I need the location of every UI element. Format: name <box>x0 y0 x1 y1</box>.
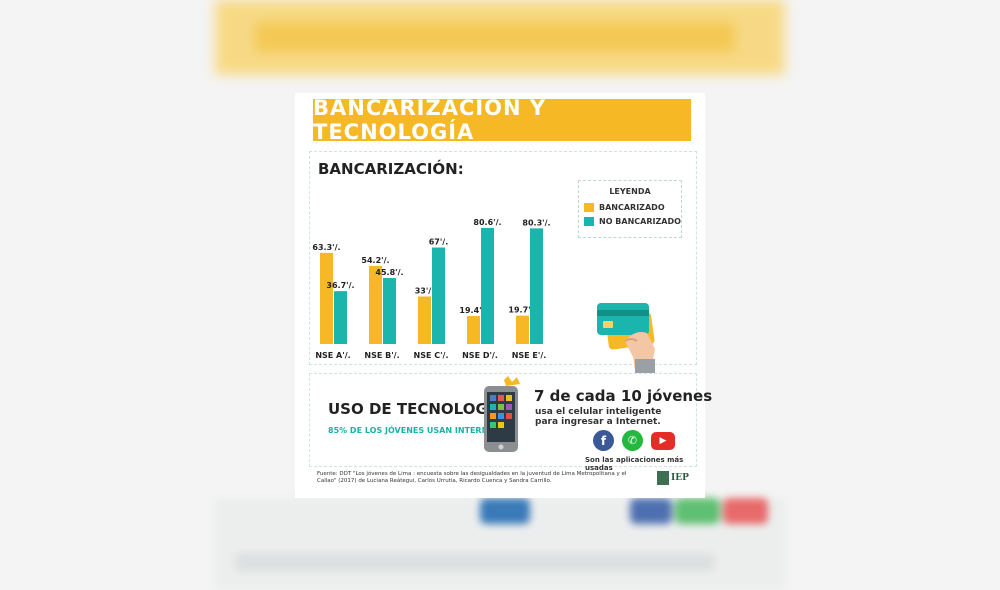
bar-no-bancarizado <box>383 278 396 344</box>
technology-panel: USO DE TECNOLOGÍA 85% DE LOS JÓVENES USA… <box>309 373 712 472</box>
smartphone-stat: 7 de cada 10 jóvenes <box>534 387 713 405</box>
technology-title: USO DE TECNOLOGÍA <box>328 400 505 418</box>
iep-logo: IEP <box>657 469 695 487</box>
title-banner: BANCARIZACIÓN Y TECNOLOGÍA <box>313 96 691 144</box>
apps-caption: Son las aplicaciones más usadas <box>585 456 684 472</box>
data-label: 67'/. <box>429 238 449 247</box>
data-label: 80.6'/. <box>473 218 501 227</box>
legend-item-no-bancarizado: NO BANCARIZADO <box>584 217 681 226</box>
chart-legend: LEYENDA BANCARIZADO NO BANCARIZADO <box>578 180 682 238</box>
blurred-background-footer <box>215 498 785 590</box>
bar-bancarizado <box>516 315 529 344</box>
logo-mark <box>657 471 669 485</box>
facebook-icon: f <box>593 430 614 451</box>
smartphone-icon <box>484 376 520 452</box>
bar-bancarizado <box>467 316 480 344</box>
app-icons: f ✆ ▶ <box>593 430 675 451</box>
legend-label: NO BANCARIZADO <box>599 217 681 226</box>
data-label: 33'/. <box>415 286 435 295</box>
smartphone-stat-description: usa el celular inteligente para ingresar… <box>535 407 662 427</box>
whatsapp-icon: ✆ <box>622 430 643 451</box>
banking-panel: BANCARIZACIÓN: 63.3'/. 36.7'/. NSE A'/. 54.… <box>309 151 697 365</box>
logo-text: IEP <box>671 473 689 483</box>
legend-item-bancarizado: BANCARIZADO <box>584 203 665 212</box>
category-label: NSE C'/. <box>414 351 449 360</box>
legend-title: LEYENDA <box>609 187 651 196</box>
banking-bar-chart: 63.3'/. 36.7'/. NSE A'/. 54.2'/. 45.8'/. NSE … <box>312 218 550 360</box>
data-label: 19.4'/. <box>459 306 487 315</box>
source-citation: Fuente: DDT "Los jóvenes de Lima : encue… <box>317 471 627 484</box>
youtube-icon: ▶ <box>651 432 675 450</box>
internet-usage-stat: 85% DE LOS JÓVENES USAN INTERNET <box>328 426 500 435</box>
bar-no-bancarizado <box>334 291 347 344</box>
infographic-card: BANCARIZACIÓN Y TECNOLOGÍA BANCARIZACIÓN… <box>295 93 712 498</box>
bar-no-bancarizado <box>432 247 445 344</box>
legend-swatch <box>584 203 594 212</box>
category-label: NSE B'/. <box>364 351 399 360</box>
bar-bancarizado <box>369 265 382 344</box>
bar-bancarizado <box>320 252 333 344</box>
bar-no-bancarizado <box>481 227 494 344</box>
infographic-title: BANCARIZACIÓN Y TECNOLOGÍA <box>313 96 547 144</box>
banking-section-title: BANCARIZACIÓN: <box>318 160 464 178</box>
bar-no-bancarizado <box>530 228 543 344</box>
blurred-background-banner <box>215 0 785 75</box>
data-label: 19.7'/. <box>508 306 536 315</box>
legend-swatch <box>584 217 594 226</box>
data-label: 36.7'/. <box>326 281 354 290</box>
category-label: NSE E'/. <box>512 351 547 360</box>
data-label: 63.3'/. <box>312 243 340 252</box>
category-label: NSE A'/. <box>315 351 350 360</box>
category-label: NSE D'/. <box>462 351 498 360</box>
data-label: 45.8'/. <box>375 268 403 277</box>
legend-label: BANCARIZADO <box>599 203 665 212</box>
data-label: 80.3'/. <box>522 218 550 227</box>
bar-bancarizado <box>418 296 431 344</box>
data-label: 54.2'/. <box>361 256 389 265</box>
credit-card-hand-icon <box>597 303 655 373</box>
